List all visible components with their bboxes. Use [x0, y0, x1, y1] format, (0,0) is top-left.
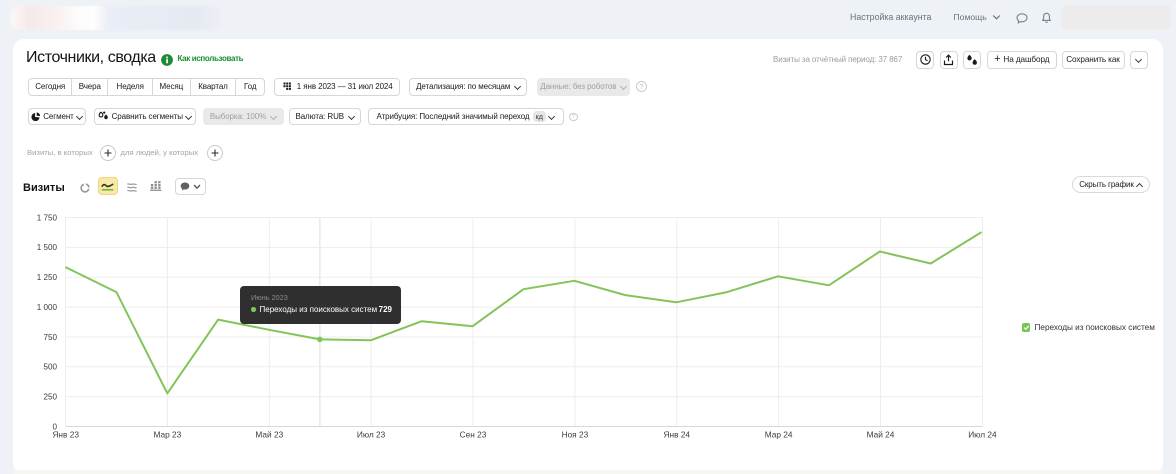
svg-text:1 750: 1 750 [37, 213, 58, 222]
svg-text:500: 500 [43, 363, 57, 372]
svg-text:1 250: 1 250 [37, 273, 58, 282]
svg-text:0: 0 [52, 422, 57, 431]
svg-text:Июл 24: Июл 24 [968, 430, 997, 440]
svg-text:750: 750 [43, 333, 57, 342]
svg-text:Июл 23: Июл 23 [357, 430, 386, 440]
svg-text:250: 250 [43, 393, 57, 402]
svg-text:1 500: 1 500 [37, 243, 58, 252]
svg-text:Мар 24: Мар 24 [765, 430, 793, 440]
svg-text:Май 23: Май 23 [255, 430, 283, 440]
svg-text:Янв 24: Янв 24 [664, 430, 691, 440]
svg-text:Мар 23: Мар 23 [154, 430, 182, 440]
svg-text:Май 24: Май 24 [867, 430, 895, 440]
svg-text:Ноя 23: Ноя 23 [562, 430, 589, 440]
svg-text:Сен 23: Сен 23 [460, 430, 487, 440]
svg-text:Янв 23: Янв 23 [52, 430, 79, 440]
svg-text:1 000: 1 000 [37, 303, 58, 312]
